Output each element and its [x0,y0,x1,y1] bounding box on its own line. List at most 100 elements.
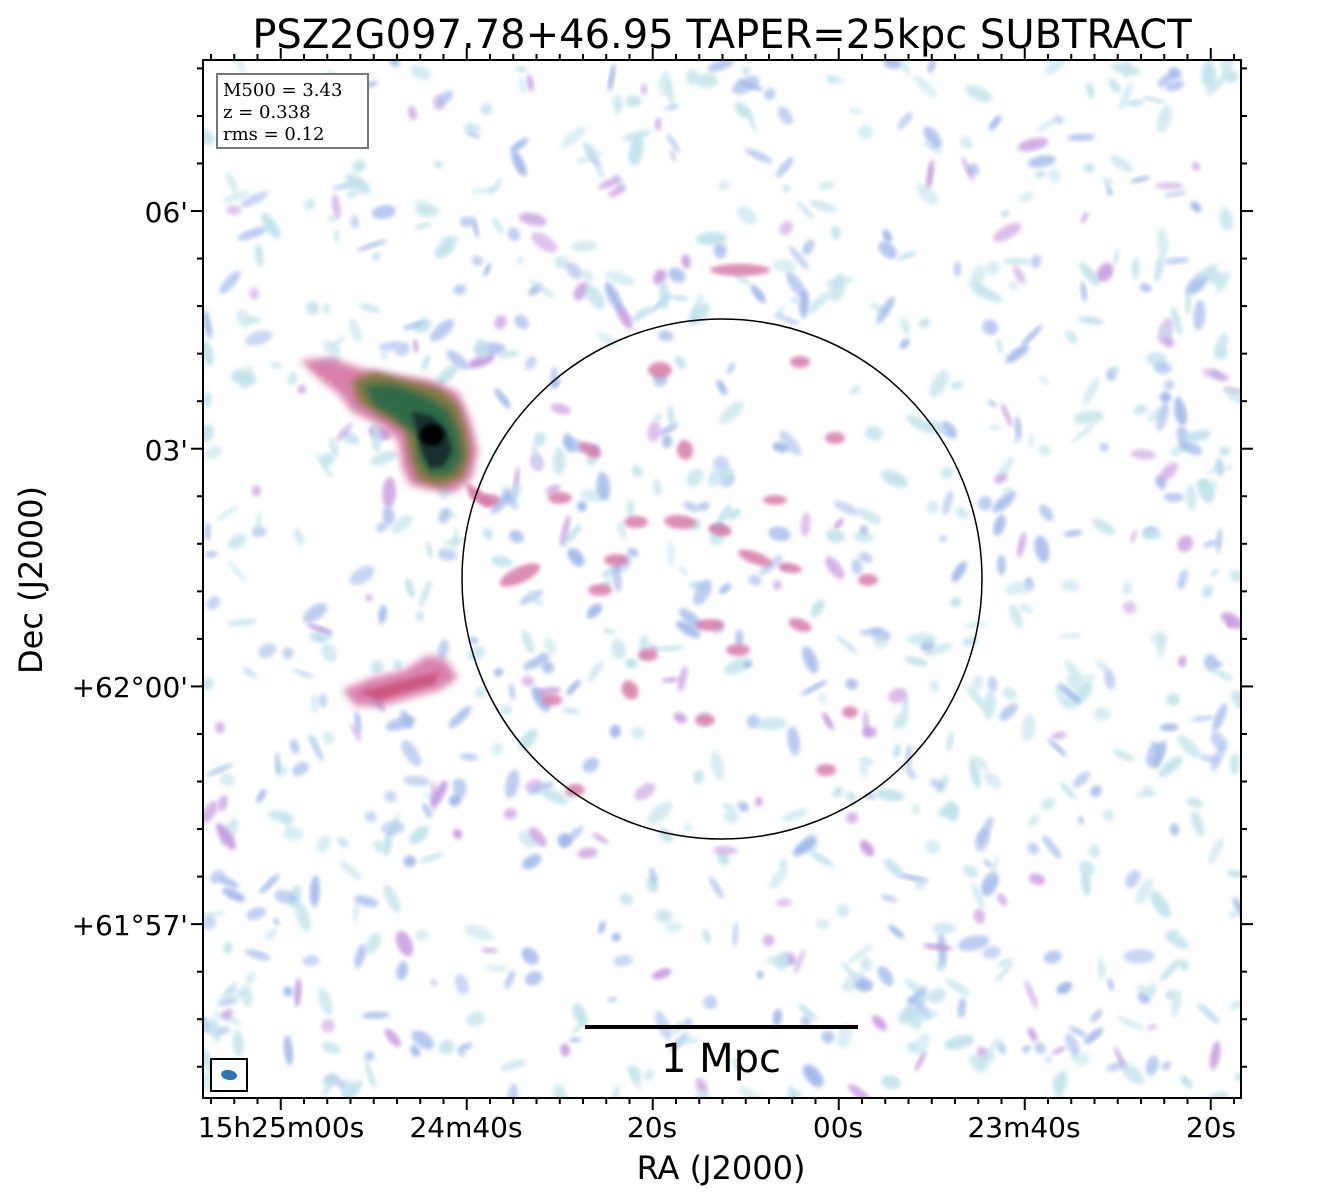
noise-blob [853,531,875,543]
noise-blob [918,318,931,328]
noise-blob [741,66,751,76]
noise-blob [1163,380,1175,391]
noise-blob [775,157,794,178]
noise-blob [1096,262,1114,282]
noise-blob [205,550,218,558]
noise-blob [906,1041,918,1052]
noise-blob [364,811,377,823]
noise-blob [993,222,1022,242]
noise-blob [1034,170,1047,179]
noise-blob [802,1064,824,1088]
noise-blob [800,1015,812,1027]
noise-blob [781,808,809,822]
noise-blob [611,638,626,660]
noise-blob [1057,683,1082,704]
noise-blob [987,676,998,693]
emission-feature [621,680,639,700]
emission-feature [842,706,858,718]
emission-feature [604,554,628,566]
noise-blob [1190,201,1202,213]
noise-blob [531,232,558,253]
noise-blob [522,654,551,671]
noise-blob [543,637,557,655]
noise-blob [464,122,481,134]
noise-blob [1083,163,1096,173]
noise-blob [585,455,598,466]
noise-blob [922,141,943,155]
noise-blob [203,310,213,339]
emission-feature [648,362,672,378]
emission-feature [858,574,878,586]
noise-blob [353,895,379,908]
noise-blob [454,973,469,995]
emission-feature [778,562,802,574]
noise-blob [619,893,633,906]
noise-blob [973,908,986,924]
noise-blob [203,1046,214,1073]
noise-blob [1043,950,1063,964]
noise-blob [471,216,479,238]
noise-blob [515,66,528,73]
noise-blob [964,620,986,630]
noise-blob [880,470,909,488]
noise-blob [316,835,331,853]
noise-blob [1130,175,1151,184]
noise-blob [370,659,384,674]
noise-blob [401,740,422,767]
noise-blob [452,527,459,551]
noise-blob [1156,401,1170,432]
noise-blob [1156,634,1166,657]
noise-blob [737,1086,764,1098]
noise-blob [382,506,395,525]
noise-blob [287,371,298,386]
noise-blob [710,750,725,781]
noise-blob [693,769,704,785]
noise-blob [905,767,917,780]
noise-blob [475,686,487,698]
noise-blob [1002,257,1031,266]
noise-blob [1122,601,1137,614]
noise-blob [1048,169,1061,183]
noise-blob [249,287,260,300]
emission-feature [695,714,715,726]
noise-blob [414,222,432,230]
noise-blob [1130,449,1156,460]
noise-blob [927,60,936,73]
noise-blob [333,229,340,244]
noise-blob [209,1017,221,1043]
noise-blob [318,987,333,1016]
noise-blob [664,104,680,111]
noise-blob [855,978,873,992]
noise-blob [845,791,856,802]
noise-blob [926,159,935,190]
noise-blob [983,859,993,868]
noise-blob [1080,281,1088,303]
noise-blob [497,350,520,359]
noise-blob [1194,263,1219,281]
noise-blob [835,634,858,654]
image-background [203,60,1241,1098]
noise-blob [1118,80,1134,111]
noise-blob [756,970,764,979]
noise-blob [382,830,393,857]
noise-blob [1206,72,1229,96]
noise-blob [778,859,788,869]
emission-feature [664,514,696,530]
noise-blob [452,828,463,840]
noise-blob [437,639,449,661]
noise-blob [596,471,611,501]
noise-blob [350,215,359,229]
noise-blob [225,172,239,195]
noise-blob [748,575,762,586]
noise-blob [707,467,725,487]
noise-blob [745,105,757,132]
noise-blob [832,786,844,798]
noise-blob [756,717,788,731]
noise-blob [557,833,572,848]
noise-blob [1150,890,1171,918]
noise-blob [1214,332,1229,359]
emission-feature [499,563,541,587]
noise-blob [834,76,845,83]
noise-blob [768,867,788,890]
noise-blob [1078,316,1104,325]
